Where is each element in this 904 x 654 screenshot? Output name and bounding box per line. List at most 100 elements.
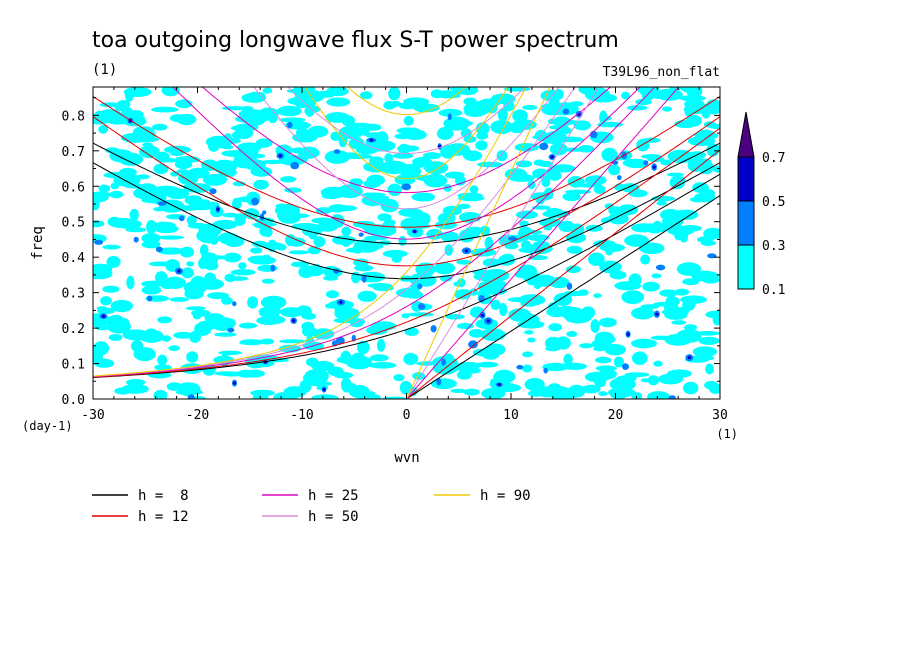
contour-patch (692, 346, 717, 358)
contour-patch (668, 395, 676, 399)
contour-patch (141, 233, 161, 244)
contour-patch (391, 253, 402, 263)
contour-patch (198, 223, 223, 237)
contour-patch (199, 244, 209, 257)
contour-peak (101, 314, 106, 318)
contour-patch (146, 220, 157, 234)
contour-patch (311, 394, 339, 399)
contour-patch (578, 145, 595, 153)
contour-patch (562, 108, 570, 115)
contour-patch (476, 361, 499, 368)
contour-patch (632, 351, 648, 366)
contour-patch (364, 132, 384, 138)
contour-patch (334, 305, 346, 316)
contour-patch (493, 369, 516, 384)
contour-patch (593, 185, 606, 194)
contour-patch (122, 329, 150, 341)
contour-patch (100, 296, 112, 306)
contour-patch (155, 151, 170, 163)
contour-patch (631, 338, 657, 349)
contour-patch (218, 350, 242, 355)
contour-patch (421, 161, 447, 168)
contour-patch (588, 252, 605, 266)
contour-patch (98, 184, 111, 193)
contour-patch (380, 160, 408, 175)
contour-patch (156, 235, 185, 240)
contour-patch (154, 224, 179, 234)
contour-patch (622, 363, 629, 370)
contour-patch (603, 216, 629, 222)
contour-patch (387, 183, 402, 197)
contour-patch (676, 262, 702, 276)
contour-patch (261, 278, 275, 284)
contour-patch (186, 215, 197, 226)
contour-patch (464, 107, 487, 117)
contour-patch (311, 360, 335, 372)
contour-patch (376, 338, 386, 352)
contour-patch (394, 174, 416, 186)
contour-patch (197, 278, 225, 290)
contour-patch (705, 363, 714, 375)
contour-patch (566, 331, 578, 337)
contour-patch (656, 200, 667, 206)
contour-patch (133, 236, 139, 243)
contour-patch (351, 352, 366, 365)
contour-patch (163, 276, 186, 289)
dispersion-curve (304, 87, 509, 180)
contour-patch (355, 144, 379, 155)
x-tick-label: 10 (503, 408, 519, 423)
contour-patch (617, 204, 639, 216)
contour-peak (322, 388, 326, 392)
y-tick-label: 0.5 (62, 216, 85, 231)
contour-patch (401, 313, 410, 319)
contour-patch (482, 258, 501, 268)
contour-patch (361, 274, 367, 283)
contour-patch (685, 114, 702, 127)
y-tick-label: 0.1 (62, 358, 85, 373)
y-tick-label: 0.8 (62, 109, 85, 124)
contour-patch (469, 185, 479, 194)
contour-patch (581, 306, 596, 319)
contour-peak (550, 155, 554, 159)
contour-patch (698, 336, 720, 345)
contour-patch (185, 306, 206, 311)
contour-patch (468, 328, 484, 338)
contour-patch (398, 236, 407, 246)
contour-patch (361, 192, 386, 197)
contour-patch (154, 271, 168, 284)
contour-patch (667, 172, 684, 177)
contour-patch (593, 293, 602, 298)
contour-patch (653, 360, 663, 367)
contour-patch (214, 332, 237, 337)
dispersion-curve (93, 173, 720, 379)
contour-patch (563, 353, 573, 366)
contour-patch (340, 187, 358, 197)
contour-patch (647, 375, 660, 386)
contour-patch (169, 297, 190, 302)
contour-patch (708, 383, 720, 394)
contour-patch (133, 347, 156, 362)
contour-patch (601, 147, 618, 162)
contour-patch (326, 290, 339, 299)
contour-patch (222, 212, 239, 218)
contour-patch (325, 303, 336, 309)
contour-patch (338, 135, 348, 148)
dispersion-curve (287, 87, 526, 155)
contour-patch (680, 87, 698, 93)
contour-patch (609, 270, 627, 280)
contour-patch (98, 124, 109, 134)
contour-patch (209, 255, 227, 260)
contour-patch (533, 274, 556, 287)
contour-patch (499, 302, 508, 317)
dispersion-curve (406, 87, 680, 399)
contour-patch (191, 309, 211, 317)
contour-patch (456, 259, 472, 265)
contour-patch (631, 290, 640, 304)
contour-patch (687, 158, 705, 172)
dispersion-curve (93, 162, 720, 280)
contour-patch (152, 123, 168, 131)
contour-patch (93, 358, 115, 368)
contour-patch (447, 113, 452, 121)
contour-patch (248, 256, 277, 265)
contour-peak (626, 332, 630, 336)
